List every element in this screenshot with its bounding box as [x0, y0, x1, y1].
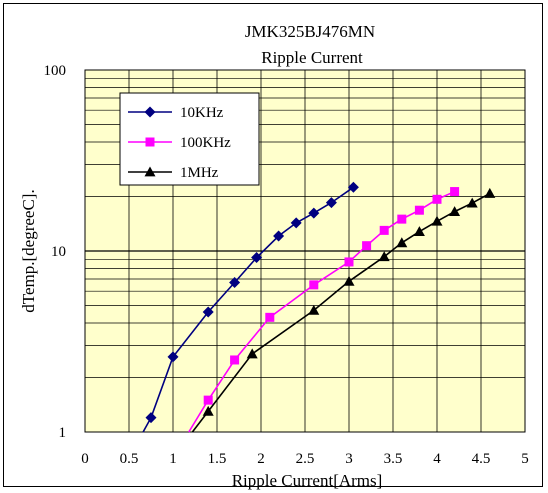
data-point	[466, 197, 478, 208]
legend-label: 100KHz	[180, 135, 231, 151]
y-tick-label: 10	[51, 244, 66, 260]
data-point	[414, 205, 424, 215]
y-axis-label: dTemp.[degreeC].	[19, 189, 38, 312]
x-tick-label: 0.5	[120, 451, 139, 467]
data-point	[449, 206, 461, 217]
data-point	[265, 312, 275, 322]
data-point	[484, 187, 496, 198]
legend-marker	[145, 137, 155, 147]
y-tick-label: 100	[44, 63, 67, 79]
legend: 10KHz 100KHz 1MHz	[119, 92, 260, 186]
x-tick-label: 1	[169, 451, 177, 467]
data-point	[308, 207, 320, 219]
legend-box	[119, 92, 260, 186]
x-tick-label: 5	[521, 451, 529, 467]
series-10KHz	[142, 181, 359, 433]
data-point	[251, 252, 263, 264]
legend-marker	[144, 166, 156, 177]
y-tick-label: 1	[59, 425, 67, 441]
data-point	[344, 257, 354, 267]
x-tick-label: 3.5	[384, 451, 403, 467]
chart-subtitle: Ripple Current	[261, 48, 363, 67]
data-point	[308, 304, 320, 315]
data-point	[450, 187, 460, 197]
tick-labels: 0 0.5 1 1.5 2 2.5 3 3.5 4 4.5 5 1 10 100	[44, 63, 529, 467]
data-point	[246, 348, 258, 359]
data-point	[431, 215, 443, 226]
x-tick-label: 1.5	[208, 451, 227, 467]
legend-label: 1MHz	[180, 165, 219, 181]
data-point	[379, 225, 389, 235]
data-point	[347, 181, 359, 193]
data-point	[202, 405, 214, 416]
data-point	[203, 395, 213, 405]
chart-title: JMK325BJ476MN	[245, 22, 375, 41]
series-1MHz	[191, 187, 496, 433]
series-line	[191, 192, 491, 433]
data-point	[229, 276, 241, 288]
data-point	[325, 197, 337, 209]
x-tick-label: 2.5	[296, 451, 315, 467]
data-point	[378, 251, 390, 262]
data-point	[343, 275, 355, 286]
plot-border	[84, 69, 526, 433]
legend-marker	[144, 106, 156, 118]
x-tick-label: 0	[81, 451, 89, 467]
data-point	[309, 280, 319, 290]
data-point	[413, 226, 425, 236]
data-point	[202, 306, 214, 318]
data-point	[145, 412, 157, 424]
series-100KHz	[188, 187, 460, 433]
series-layer	[142, 181, 496, 433]
data-point	[432, 194, 442, 204]
x-tick-label: 4	[433, 451, 441, 467]
legend-label: 10KHz	[180, 105, 224, 121]
data-point	[167, 351, 179, 363]
x-axis-label: Ripple Current[Arms]	[232, 471, 383, 490]
data-point	[396, 237, 408, 248]
x-tick-label: 3	[345, 451, 353, 467]
x-tick-label: 2	[257, 451, 265, 467]
legend-item: 10KHz	[128, 105, 224, 121]
x-tick-label: 4.5	[472, 451, 491, 467]
data-point	[362, 241, 372, 251]
legend-item: 1MHz	[128, 165, 219, 181]
data-point	[290, 217, 302, 229]
data-point	[230, 355, 240, 365]
legend-item: 100KHz	[128, 135, 231, 151]
data-point	[273, 230, 285, 242]
data-point	[397, 214, 407, 224]
